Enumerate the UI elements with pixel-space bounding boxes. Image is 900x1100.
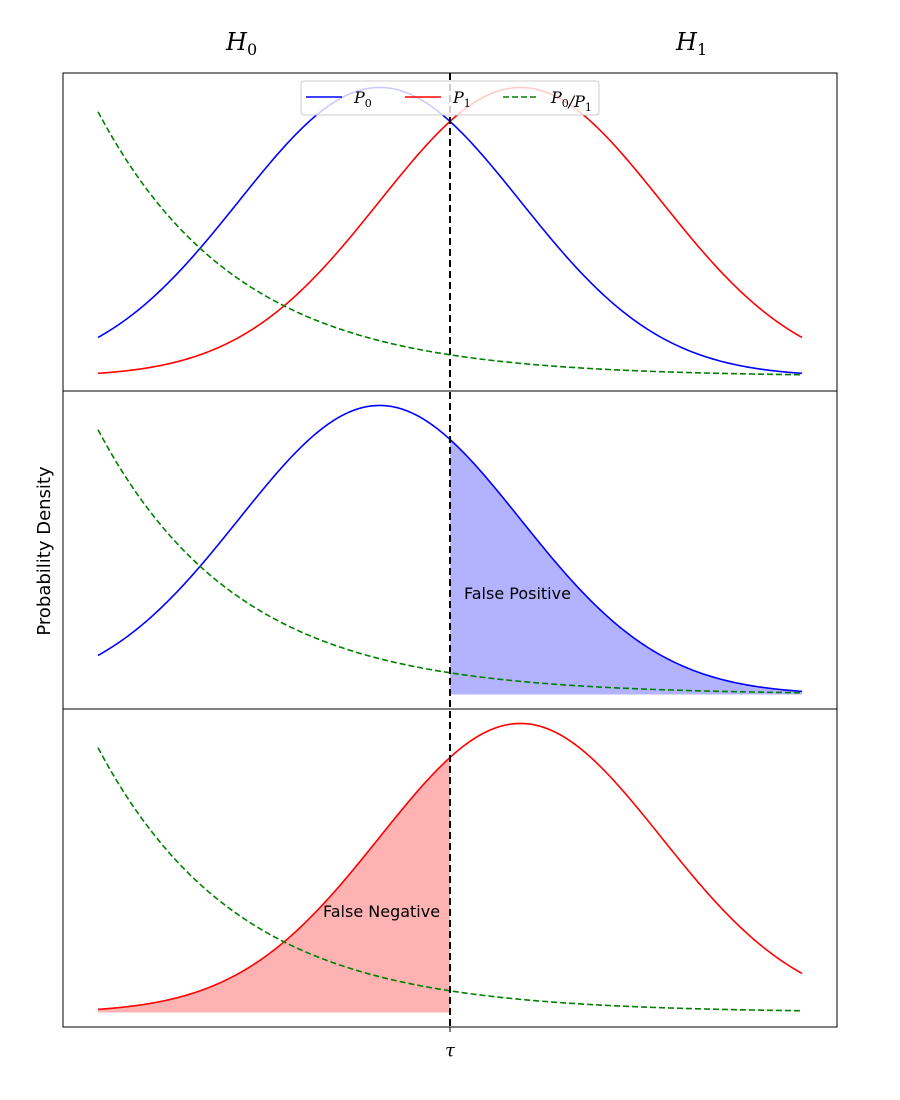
legend-frame	[300, 80, 600, 116]
ratio-curve	[97, 747, 803, 1012]
legend-label-p0: P0	[353, 88, 372, 110]
false-positive-area	[450, 439, 802, 695]
false-negative-label: False Negative	[323, 902, 440, 921]
legend-label-p1: P1	[452, 88, 471, 110]
false-negative-area	[98, 757, 450, 1013]
tau-tick-label: τ	[445, 1040, 456, 1061]
legend-label-ratio: P0/P1	[550, 88, 592, 114]
h1-label: H1	[675, 28, 707, 59]
ratio-curve	[97, 429, 803, 694]
h0-label: H0	[225, 28, 257, 59]
y-axis-label: Probability Density	[34, 466, 55, 636]
ratio-curve	[97, 111, 803, 376]
false-positive-label: False Positive	[464, 584, 571, 603]
legend: P0 P1 P0/P1	[300, 80, 600, 116]
